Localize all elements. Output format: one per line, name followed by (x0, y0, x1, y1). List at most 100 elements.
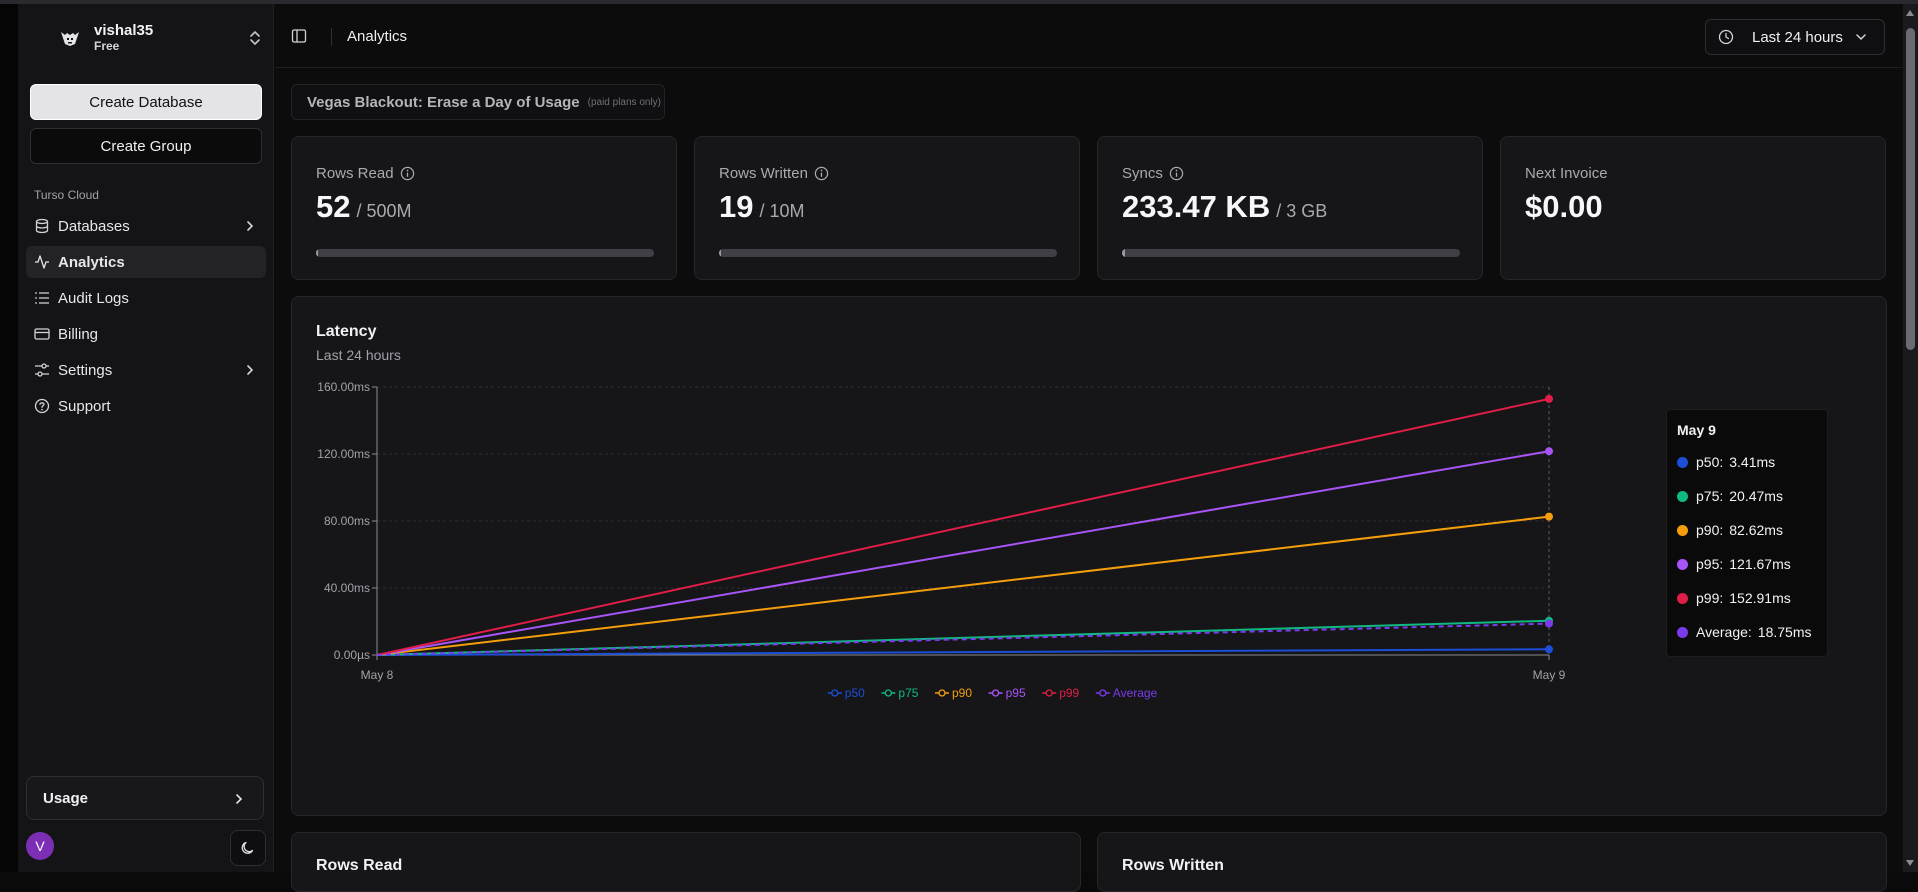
org-plan: Free (94, 39, 120, 53)
top-header: Analytics Last 24 hours (275, 4, 1903, 68)
sidebar-item-analytics[interactable]: Analytics (26, 246, 266, 278)
sidebar-item-label: Billing (58, 325, 99, 343)
page-scrollbar[interactable] (1903, 4, 1918, 872)
main-content: Analytics Last 24 hours Vegas Blackout: … (275, 4, 1903, 892)
tooltip-value: 121.67ms (1729, 556, 1791, 572)
usage-button[interactable]: Usage (26, 776, 264, 820)
tooltip-row-p75: p75: 20.47ms (1677, 486, 1783, 506)
latency-chart[interactable]: 0.00µs 40.00ms 80.00ms 120.00ms 160.00ms May … (292, 297, 1888, 817)
stat-label-text: Rows Written (719, 165, 808, 182)
org-names: vishal35 Free (94, 22, 153, 54)
latency-title: Latency (316, 323, 377, 340)
time-range-select[interactable]: Last 24 hours (1705, 19, 1885, 55)
sidebar-item-label: Databases (58, 217, 130, 235)
tooltip-value: 152.91ms (1729, 590, 1791, 606)
stat-card-rows-read: Rows Read 52 / 500M (291, 136, 677, 280)
chevrons-up-down-icon (250, 31, 260, 45)
latency-chart-card: Latency Last 24 hours 0.00µs 40.00ms 80.00… (291, 296, 1887, 816)
legend-label-p90: p90 (952, 686, 972, 700)
legend-swatch-dot (884, 689, 893, 697)
stat-card-next-invoice: Next Invoice $0.00 (1500, 136, 1886, 280)
x-tick-label: May 9 (1533, 668, 1566, 682)
create-group-button[interactable]: Create Group (30, 128, 262, 164)
chevron-right-icon (247, 221, 254, 231)
stat-progress-fill (1122, 249, 1126, 257)
tooltip-series: p90: (1696, 522, 1724, 538)
stat-value-number: 52 (316, 189, 351, 224)
latency-subtitle: Last 24 hours (316, 347, 401, 363)
promo-banner[interactable]: Vegas Blackout: Erase a Day of Usage (pa… (291, 84, 665, 120)
tooltip-date: May 9 (1677, 422, 1716, 438)
clock-icon (1718, 29, 1734, 45)
usage-label: Usage (43, 789, 89, 807)
series-point-p99 (1545, 394, 1553, 403)
sidebar-item-databases[interactable]: Databases (26, 210, 266, 242)
stat-progress-fill (719, 249, 721, 257)
stat-value: 233.47 KB / 3 GB (1122, 189, 1327, 225)
scrollbar-thumb[interactable] (1906, 28, 1915, 350)
sidebar-nav: Databases Analytics Audit Logs Billing S… (26, 210, 266, 426)
stat-value: 52 / 500M (316, 189, 412, 225)
sidebar-item-support[interactable]: Support (26, 390, 266, 422)
series-line-average (376, 622, 1550, 656)
series-line-p75 (376, 619, 1550, 656)
info-icon[interactable] (400, 166, 415, 181)
list-icon (35, 292, 49, 304)
theme-toggle-button[interactable] (230, 830, 266, 866)
sidebar-item-billing[interactable]: Billing (26, 318, 266, 350)
tooltip-series: p95: (1696, 556, 1724, 572)
avatar[interactable]: V (26, 832, 54, 860)
legend-label-p95: p95 (1006, 686, 1026, 700)
legend-swatch-dot (991, 689, 1000, 697)
stat-card-rows-written: Rows Written 19 / 10M (694, 136, 1080, 280)
create-database-button[interactable]: Create Database (30, 84, 262, 120)
turso-logo-icon (61, 32, 79, 46)
page-title: Analytics (347, 28, 408, 45)
tooltip-swatch (1677, 456, 1688, 468)
sidebar-item-label: Audit Logs (58, 289, 129, 307)
stat-value: $0.00 (1525, 189, 1603, 225)
chevron-right-icon (236, 794, 243, 804)
info-icon[interactable] (1169, 166, 1184, 181)
chevron-down-icon (1856, 34, 1866, 41)
sidebar-item-settings[interactable]: Settings (26, 354, 266, 386)
stat-label: Syncs (1122, 165, 1184, 182)
sidebar-toggle-icon[interactable] (291, 28, 307, 44)
tooltip-swatch (1677, 524, 1688, 536)
legend-label-p50: p50 (845, 686, 865, 700)
org-switcher[interactable]: vishal35 Free (38, 18, 274, 58)
promo-title: Vegas Blackout: Erase a Day of Usage (307, 93, 580, 111)
stat-progress-bar (1122, 249, 1460, 257)
stat-card-syncs: Syncs 233.47 KB / 3 GB (1097, 136, 1483, 280)
stat-value-limit: / 500M (356, 201, 412, 221)
tooltip-swatch (1677, 490, 1688, 502)
legend-label-average: Average (1113, 686, 1158, 700)
activity-icon (35, 255, 49, 269)
stat-label: Rows Read (316, 165, 415, 182)
legend-label-p99: p99 (1059, 686, 1079, 700)
rows-written-chart-title: Rows Written (1122, 857, 1224, 874)
stat-label-text: Syncs (1122, 165, 1163, 182)
tooltip-swatch (1677, 592, 1688, 604)
rows-written-chart-card: Rows Written (1097, 832, 1887, 892)
moon-icon (241, 841, 254, 854)
stat-label: Rows Written (719, 165, 829, 182)
scroll-down-arrow[interactable] (1906, 860, 1914, 866)
y-tick-label: 160.00ms (317, 380, 370, 394)
legend-swatch-dot (1045, 689, 1053, 697)
scroll-up-arrow[interactable] (1906, 10, 1914, 16)
database-icon (35, 218, 49, 234)
time-range-value: Last 24 hours (1752, 28, 1843, 46)
y-tick-label: 0.00µs (334, 648, 370, 662)
tooltip-row-p50: p50: 3.41ms (1677, 452, 1775, 472)
chart-tooltip: May 9 p50: 3.41ms p75: 20.47ms p90: 82.62ms… (1666, 409, 1828, 657)
series-line-p50 (376, 648, 1550, 656)
info-icon[interactable] (814, 166, 829, 181)
stat-value-number: 19 (719, 189, 754, 224)
sidebar-item-audit-logs[interactable]: Audit Logs (26, 282, 266, 314)
tooltip-value: 82.62ms (1729, 522, 1783, 538)
series-point-average (1545, 619, 1553, 628)
legend-swatch-dot (1099, 689, 1107, 697)
tooltip-row-p99: p99: 152.91ms (1677, 588, 1791, 608)
stat-value: 19 / 10M (719, 189, 805, 225)
